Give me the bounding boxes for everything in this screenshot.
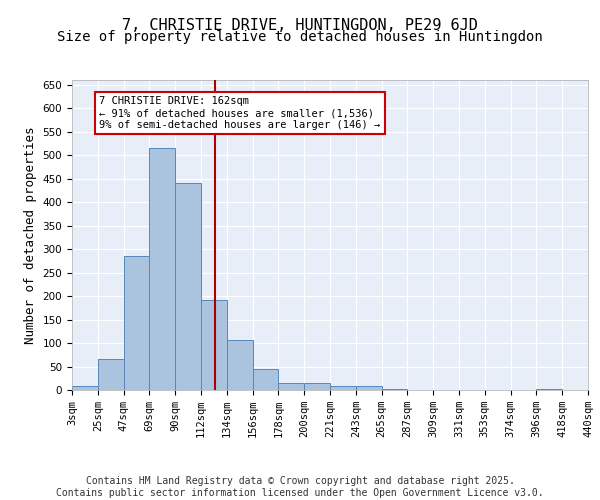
Text: Contains HM Land Registry data © Crown copyright and database right 2025.
Contai: Contains HM Land Registry data © Crown c…: [56, 476, 544, 498]
Bar: [304, 383, 330, 390]
Bar: [149, 148, 175, 390]
Text: 7 CHRISTIE DRIVE: 162sqm
← 91% of detached houses are smaller (1,536)
9% of semi: 7 CHRISTIE DRIVE: 162sqm ← 91% of detach…: [99, 96, 380, 130]
Bar: [98, 360, 124, 390]
Bar: [382, 388, 407, 390]
Bar: [201, 300, 227, 390]
Bar: [124, 256, 149, 390]
Bar: [278, 383, 304, 390]
Bar: [536, 388, 562, 390]
Bar: [356, 386, 382, 390]
Bar: [175, 184, 201, 390]
Bar: [227, 340, 253, 390]
Bar: [72, 386, 98, 390]
Bar: [330, 386, 356, 390]
Text: 7, CHRISTIE DRIVE, HUNTINGDON, PE29 6JD: 7, CHRISTIE DRIVE, HUNTINGDON, PE29 6JD: [122, 18, 478, 32]
Text: Size of property relative to detached houses in Huntingdon: Size of property relative to detached ho…: [57, 30, 543, 44]
Bar: [253, 369, 278, 390]
Y-axis label: Number of detached properties: Number of detached properties: [24, 126, 37, 344]
